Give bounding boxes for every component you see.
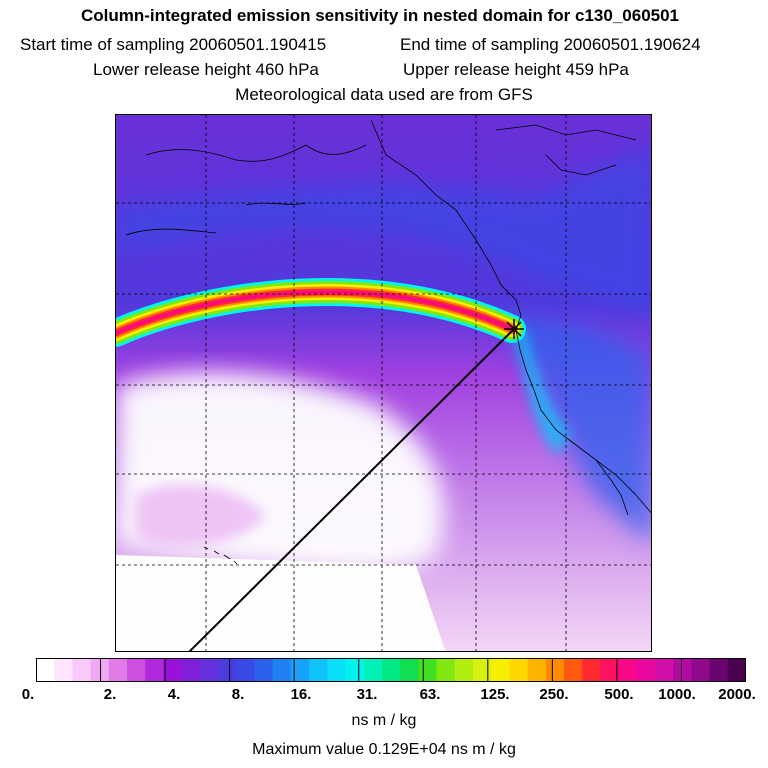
color-scale-swatch [90, 658, 110, 682]
emission-plume [116, 277, 526, 347]
color-scale-swatch [436, 658, 456, 682]
color-scale-swatch [36, 658, 55, 682]
color-scale-swatch [454, 658, 474, 682]
met-data-label: Meteorological data used are from GFS [235, 85, 533, 104]
map-title: Column-integrated emission sensitivity i… [80, 6, 680, 25]
coastal-sensitivity-region [496, 315, 651, 544]
color-scale-swatch [691, 658, 711, 682]
color-scale-swatch [181, 658, 201, 682]
color-scale-swatch [309, 658, 328, 682]
color-scale-swatch [72, 658, 92, 682]
color-scale-swatch [582, 658, 601, 682]
color-scale-swatch [327, 658, 346, 682]
tick-label: 4. [167, 686, 181, 703]
trajectory-line [188, 328, 515, 651]
tick-label: 16. [290, 686, 312, 703]
color-scale-swatch [345, 658, 365, 682]
color-scale-swatch [199, 658, 219, 682]
tick-label: 500. [604, 686, 634, 703]
end-time-label: End time of sampling 20060501.190624 [400, 35, 701, 54]
color-scale-swatch [163, 658, 183, 682]
tick-label: 250. [539, 686, 569, 703]
color-scale-swatch [636, 658, 656, 682]
tick-label: 2. [103, 686, 117, 703]
color-scale-swatch [545, 658, 565, 682]
low-sensitivity-south [116, 555, 446, 651]
color-scale-swatch [600, 658, 620, 682]
color-scale-swatch [290, 658, 310, 682]
color-scale-swatch [654, 658, 674, 682]
tick-label: 125. [480, 686, 510, 703]
map-canvas [116, 115, 651, 651]
color-scale-swatch [472, 658, 492, 682]
start-time-label: Start time of sampling 20060501.190415 [20, 35, 327, 54]
lower-release-height-label: Lower release height 460 hPa [93, 60, 319, 79]
color-scale-swatch [491, 658, 510, 682]
color-scale-swatch [108, 658, 128, 682]
max-value-label: Maximum value 0.129E+04 ns m / kg [252, 741, 516, 758]
color-scale-border [36, 658, 746, 682]
color-scale-swatch [236, 658, 255, 682]
color-scale-swatch [54, 658, 73, 682]
moderate-patch [136, 484, 266, 546]
color-scale-swatch [272, 658, 292, 682]
tick-label: 8. [231, 686, 245, 703]
color-scale-swatch [381, 658, 401, 682]
tick-label: 63. [419, 686, 441, 703]
tick-label: 0. [21, 686, 35, 703]
upper-release-height-label: Upper release height 459 hPa [403, 60, 629, 79]
tick-label: 2000. [718, 686, 756, 703]
color-scale-swatch [363, 658, 383, 682]
color-scale-swatch [418, 658, 438, 682]
high-sensitivity-region [116, 145, 651, 315]
sensitivity-map[interactable] [115, 114, 652, 652]
color-scale-swatch [527, 658, 547, 682]
color-scale-swatch [400, 658, 419, 682]
color-scale-swatch [673, 658, 692, 682]
color-scale-swatch [563, 658, 583, 682]
release-point-marker [504, 319, 524, 339]
units-label: ns m / kg [351, 712, 417, 729]
color-scale-swatch [727, 658, 746, 682]
color-scale-bar [36, 658, 746, 682]
color-scale-swatch [145, 658, 164, 682]
coastal-cyan-region [511, 330, 571, 455]
tick-label: 31. [356, 686, 378, 703]
tick-label: 1000. [658, 686, 696, 703]
color-scale-swatch [618, 658, 638, 682]
color-scale-swatch [509, 658, 529, 682]
color-scale-swatch [218, 658, 237, 682]
color-scale-swatch [709, 658, 729, 682]
color-scale-swatch [127, 658, 146, 682]
color-scale-swatch [254, 658, 274, 682]
